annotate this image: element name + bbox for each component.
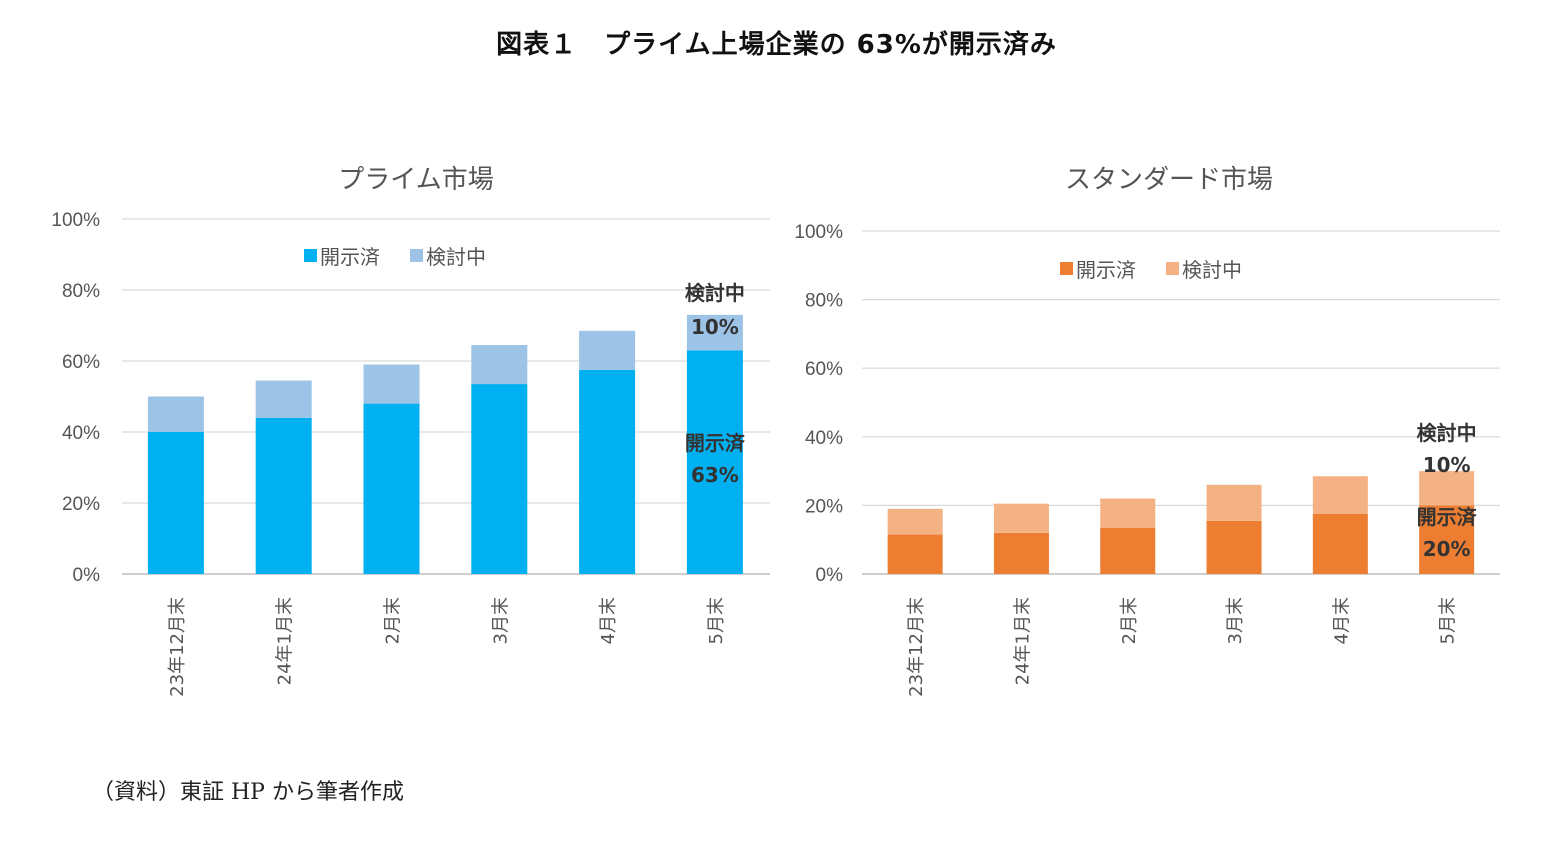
prime-legend-label-pending: 検討中 [426,245,486,269]
standard-legend-label-disclosed: 開示済 [1076,258,1136,282]
standard-category-label: 3月末 [1225,597,1246,644]
prime-category-label: 5月末 [706,597,727,644]
prime-bar-pending [579,330,636,370]
standard-chart-title: スタンダード市場 [1065,165,1273,195]
prime-ytick-label: 20% [62,494,100,515]
standard-bar-disclosed [1206,520,1262,574]
standard-bar-pending [993,503,1049,533]
standard-ytick-label: 100% [794,222,843,243]
standard-category-label: 23年12月末 [906,597,927,697]
prime-chart-title: プライム市場 [338,165,493,195]
standard-bar-disclosed [1312,513,1368,574]
prime-ytick-label: 100% [51,210,100,231]
standard-bar-pending [1419,471,1475,506]
standard-legend-swatch-disclosed [1060,262,1073,275]
figure-title: 図表１ プライム上場企業の 63%が開示済み [496,30,1057,60]
standard-annotation-pending-value: 10% [1423,453,1471,477]
standard-category-label: 4月末 [1331,597,1352,644]
standard-bar-pending [1206,484,1262,521]
prime-bar-disclosed [579,369,636,574]
standard-ytick-label: 40% [805,428,843,449]
standard-legend-swatch-pending [1166,262,1179,275]
prime-legend-swatch-pending [410,249,423,262]
prime-legend-swatch-disclosed [304,249,317,262]
prime-category-label: 24年1月末 [275,597,296,685]
standard-ytick-label: 20% [805,496,843,517]
standard-category-label: 2月末 [1119,597,1140,644]
standard-bar-pending [1312,476,1368,514]
prime-annotation-disclosed-value: 63% [691,463,739,487]
standard-bar-disclosed [887,534,943,574]
standard-annotation-pending-label: 検討中 [1417,421,1477,445]
prime-category-label: 2月末 [383,597,404,644]
prime-bar-disclosed [255,417,312,574]
standard-annotation-disclosed-value: 20% [1423,537,1471,561]
prime-category-label: 23年12月末 [167,597,188,697]
prime-bar-disclosed [147,432,204,574]
prime-bar-disclosed [363,403,420,574]
standard-category-label: 24年1月末 [1012,597,1033,685]
prime-annotation-disclosed-label: 開示済 [685,431,746,455]
prime-category-label: 3月末 [490,597,511,644]
standard-bar-disclosed [1419,505,1475,574]
prime-annotation-pending-label: 検討中 [685,281,745,305]
standard-ytick-label: 60% [805,359,843,380]
prime-ytick-label: 40% [62,423,100,444]
standard-legend-label-pending: 検討中 [1182,258,1242,282]
prime-bar-pending [255,380,312,418]
prime-bar-pending [686,314,743,351]
prime-legend-label-disclosed: 開示済 [320,245,380,269]
prime-annotation-pending-value: 10% [691,315,739,339]
standard-annotation-disclosed-label: 開示済 [1417,505,1478,529]
standard-bar-disclosed [993,532,1049,574]
standard-category-label: 5月末 [1438,597,1459,644]
prime-category-label: 4月末 [598,597,619,644]
standard-bar-pending [1100,498,1156,528]
standard-ytick-label: 0% [816,565,844,586]
prime-ytick-label: 60% [62,352,100,373]
prime-bar-pending [147,396,204,432]
prime-bar-disclosed [471,384,528,574]
standard-bar-disclosed [1100,527,1156,574]
prime-ytick-label: 0% [73,565,101,586]
source-note: （資料）東証 HP から筆者作成 [92,780,404,805]
prime-ytick-label: 80% [62,281,100,302]
standard-bar-pending [887,508,943,535]
prime-bar-pending [471,345,528,385]
prime-bar-disclosed [686,350,743,574]
prime-bar-pending [363,364,420,404]
standard-ytick-label: 80% [805,291,843,312]
